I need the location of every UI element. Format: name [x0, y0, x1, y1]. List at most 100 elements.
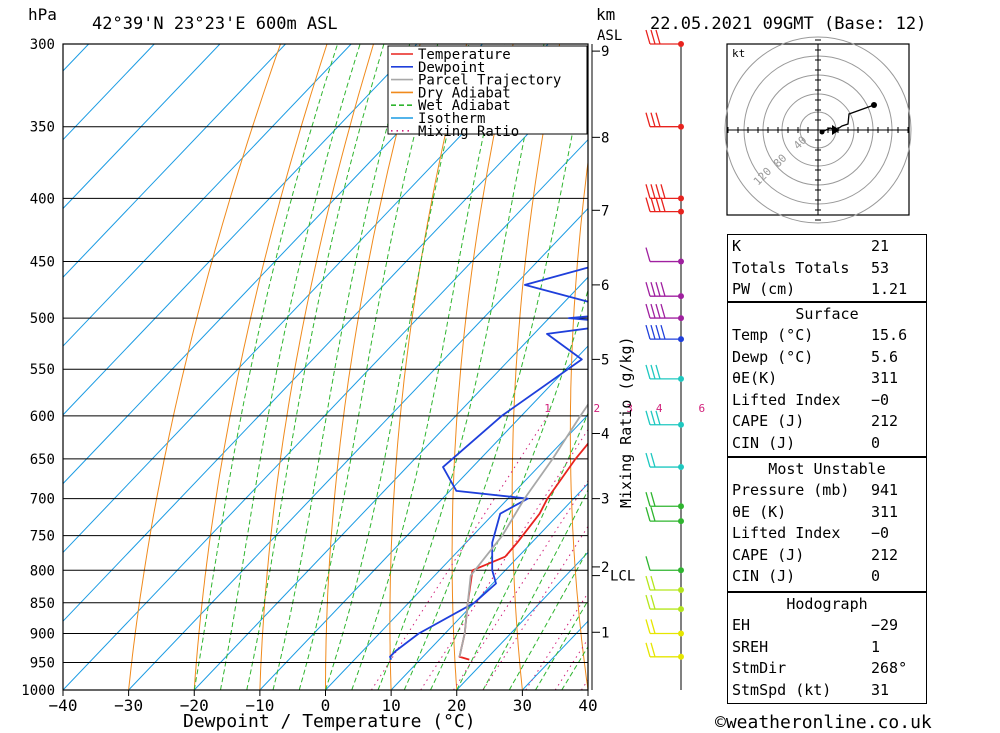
temperature-tick-label: 10	[381, 696, 400, 715]
temperature-tick-label: −20	[180, 696, 209, 715]
wind-barb-flag	[645, 247, 651, 262]
wind-barb-flag	[650, 324, 656, 340]
indices-row-value: 21	[871, 237, 890, 255]
indices-row-value: 941	[871, 481, 899, 499]
wind-barb-flag	[650, 594, 656, 610]
pressure-tick-label: 550	[30, 362, 55, 378]
height-tick-label: LCL	[610, 569, 635, 585]
mixing-ratio-line	[420, 428, 588, 690]
indices-block-title: Most Unstable	[768, 460, 886, 478]
wind-barb-flag	[645, 324, 651, 340]
mixing-ratio-label: 4	[656, 402, 663, 415]
legend-item-label: Dry Adiabat	[418, 85, 511, 101]
wind-barb-dot	[678, 653, 684, 660]
wind-barb-flag	[655, 282, 661, 297]
wind-barb-flag	[645, 619, 651, 634]
indices-row-label: CAPE (J)	[732, 545, 805, 564]
mixing-ratio-axis-title: Mixing Ratio (g/kg)	[617, 336, 635, 508]
wet-adiabat-line	[298, 44, 439, 690]
hodograph-ring	[724, 36, 912, 224]
wind-barb-flag	[650, 506, 656, 522]
indices-row-label: CAPE (J)	[732, 412, 805, 431]
wet-adiabat-line	[325, 44, 470, 690]
isotherm-line	[63, 44, 221, 210]
wind-barb-flag	[655, 410, 661, 425]
wind-barb-dot	[678, 503, 684, 510]
wind-barb-flag	[655, 303, 661, 319]
indices-row-value: 0	[871, 567, 881, 586]
indices-row-label: CIN (J)	[732, 567, 796, 586]
pressure-tick-label: 900	[30, 626, 55, 642]
indices-row-label: Lifted Index	[732, 390, 841, 409]
wet-adiabat-line	[430, 288, 588, 690]
isotherm-line	[325, 414, 588, 690]
km-label: km	[596, 5, 615, 24]
wind-barb-flag	[645, 364, 651, 380]
location-title: 42°39'N 23°23'E 600m ASL	[92, 14, 338, 34]
indices-row-label: Totals Totals	[732, 258, 850, 277]
pressure-tick-label: 800	[30, 563, 55, 579]
wind-barb-flag	[650, 282, 656, 297]
pressure-unit-label: hPa	[28, 5, 57, 24]
temperature-tick-label: 0	[321, 696, 331, 715]
isotherm-line	[456, 551, 588, 690]
wind-barb-flag	[645, 197, 651, 212]
wind-barb-dot	[678, 464, 684, 471]
indices-block: Surface Temp (°C) 15.6 Dewp (°C) 5.6 θE(K) 311…	[727, 302, 927, 457]
indices-row-label: Dewp (°C)	[732, 347, 814, 366]
isotherm-line	[63, 138, 588, 690]
legend-item-label: Temperature	[418, 47, 511, 63]
wind-barb-flag	[650, 29, 656, 45]
wind-barb-flag	[645, 642, 651, 657]
indices-row-value: 31	[871, 680, 890, 699]
wind-barb-flag	[650, 364, 656, 380]
temperature-tick-label: −40	[49, 696, 78, 715]
dry-adiabat-line	[451, 44, 514, 690]
height-tick-label: 1	[601, 625, 609, 641]
wind-barb-dot	[678, 258, 684, 265]
legend-item-label: Parcel Trajectory	[418, 73, 561, 89]
datetime-label: 22.05.2021 09GMT (Base: 12)	[650, 14, 926, 34]
isotherm-line	[63, 44, 286, 278]
wind-barb-flag	[650, 112, 656, 127]
wind-barb-flag	[655, 184, 661, 199]
wind-barb-flag	[655, 29, 661, 45]
wind-barb-flag	[655, 324, 661, 340]
wind-barb-flag	[645, 575, 651, 591]
isotherm-line	[128, 207, 588, 690]
wind-barb-dot	[678, 195, 684, 202]
wind-barb-flag	[645, 184, 651, 199]
isotherm-line	[259, 345, 588, 690]
wind-barb-flag	[645, 303, 651, 319]
dry-adiabat-line	[511, 44, 561, 690]
hodograph-trace	[821, 104, 875, 133]
indices-row-value: 15.6	[871, 326, 908, 344]
isotherm-line	[193, 276, 588, 690]
dry-adiabat-line	[978, 44, 1000, 690]
mixing-ratio-line	[525, 592, 588, 690]
indices-row-value: −29	[871, 616, 899, 634]
indices-block: Most Unstable Pressure (mb) 941 θE (K) 311 Li…	[727, 457, 927, 592]
wind-barb-flag	[655, 197, 661, 212]
temperature-tick-label: 40	[578, 696, 597, 715]
pressure-tick-label: 750	[30, 529, 55, 545]
legend-item-label: Wet Adiabat	[418, 98, 511, 114]
isotherm-line	[0, 44, 23, 690]
isotherm-line	[63, 44, 418, 416]
dry-adiabat-line	[193, 44, 328, 690]
wind-barb-flag	[645, 556, 651, 571]
wet-adiabat-line	[246, 44, 385, 690]
wind-barb-dot	[678, 567, 684, 574]
pressure-tick-label: 300	[30, 37, 55, 53]
temperature-tick-label: −10	[245, 696, 274, 715]
plot-grid	[0, 44, 1000, 690]
wind-barb-flag	[645, 492, 651, 507]
wind-barb-flag	[650, 303, 656, 319]
wind-barb-flag	[660, 303, 666, 319]
wind-barb-flag	[645, 410, 651, 425]
asl-label: ASL	[597, 28, 622, 44]
legend-item-label: Dewpoint	[418, 60, 485, 76]
pressure-tick-label: 850	[30, 596, 55, 612]
isotherm-line	[63, 44, 155, 141]
